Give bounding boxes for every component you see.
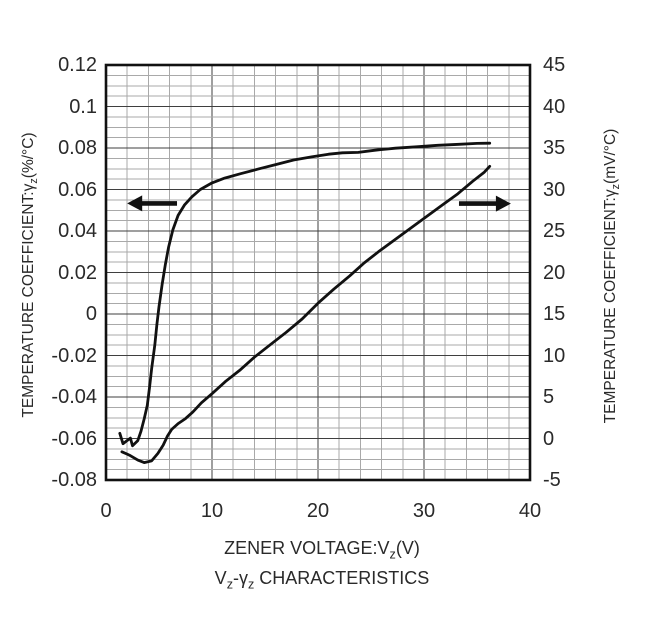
x-tick-label: 10 [200, 500, 224, 522]
right-axis-arrow-head [495, 195, 511, 212]
right-tick-label: 5 [543, 386, 555, 408]
right-tick-label: 40 [543, 95, 566, 118]
left-tick-label: 0.04 [58, 220, 97, 242]
left-tick-label: -0.02 [51, 344, 97, 367]
x-tick-label: 0 [100, 500, 112, 522]
x-tick-label: 20 [306, 500, 330, 522]
left-axis-arrow-head [127, 195, 143, 212]
left-axis-title: TEMPERATURE COEFFICIENT:γz(%/°C) [20, 132, 41, 418]
x-tick-label: 40 [518, 500, 542, 522]
plot-border [104, 63, 532, 482]
left-tick-label: 0.06 [58, 178, 97, 201]
left-tick-label: 0.1 [69, 95, 97, 118]
left-tick-label: 0 [85, 303, 97, 325]
right-tick-label: -5 [543, 469, 561, 491]
left-tick-label: 0.02 [58, 261, 97, 284]
left-tick-label: -0.04 [51, 386, 97, 408]
chart-caption: Vz-γz CHARACTERISTICS [214, 568, 430, 592]
right-axis-title: TEMPERATURE COEFFICIENT:γz(mV/°C) [602, 128, 623, 424]
x-tick-label: 30 [412, 500, 436, 522]
right-tick-label: 30 [543, 178, 566, 201]
right-tick-label: 15 [543, 303, 566, 325]
right-tick-label: 20 [543, 261, 566, 284]
left-tick-label: 0.08 [58, 137, 97, 159]
left-tick-label: 0.12 [58, 54, 97, 76]
right-tick-label: 10 [543, 344, 566, 367]
curve-temperature-coefficient-percent-per-degC [118, 141, 492, 448]
curve-temperature-coefficient-mV-per-degC [120, 164, 492, 464]
right-tick-label: 35 [543, 137, 566, 159]
right-tick-label: 0 [543, 427, 555, 450]
left-tick-label: -0.06 [51, 427, 97, 450]
left-tick-label: -0.08 [51, 469, 97, 491]
right-tick-label: 25 [543, 220, 566, 242]
x-axis-title: ZENER VOLTAGE:Vz(V) [224, 538, 420, 562]
right-tick-label: 45 [543, 54, 566, 76]
